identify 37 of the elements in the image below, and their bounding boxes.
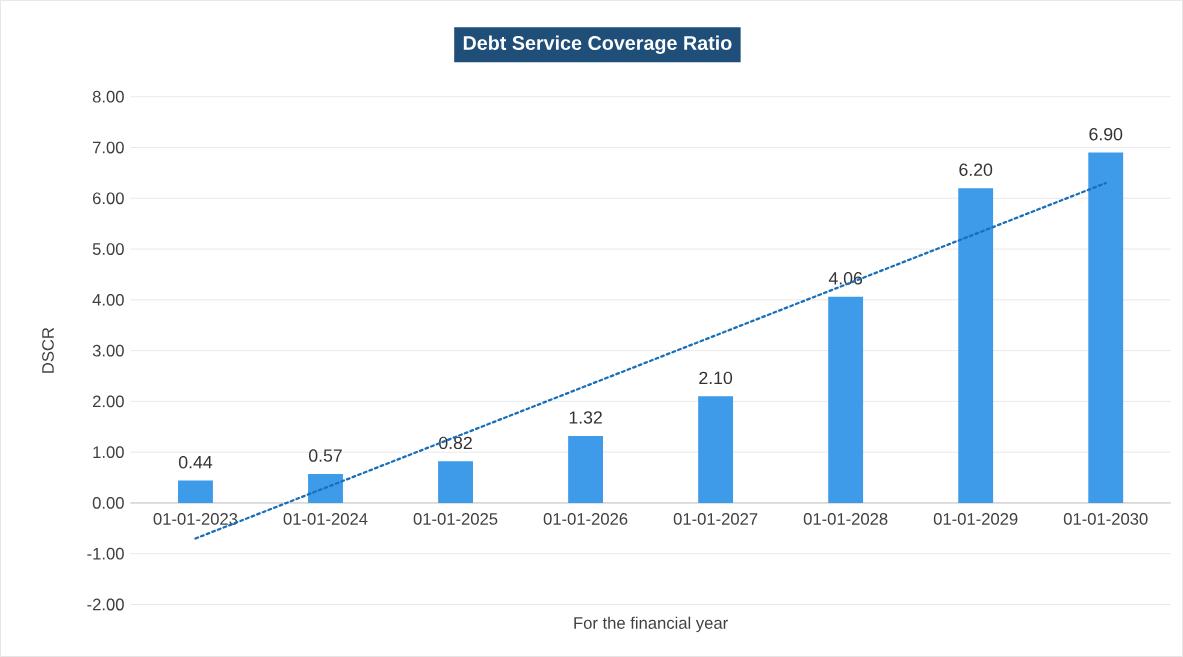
data-label: 0.82 [439, 436, 472, 450]
y-axis-title: DSCR [42, 327, 54, 373]
x-tick-label: 01-01-2030 [1063, 513, 1148, 525]
x-tick-label: 01-01-2024 [283, 513, 368, 525]
data-label: 2.10 [699, 371, 733, 385]
x-tick-label: 01-01-2027 [673, 513, 758, 525]
y-tick-label: -2.00 [87, 598, 124, 611]
y-tick-label: -1.00 [87, 547, 124, 560]
data-label: 0.57 [309, 449, 342, 462]
x-tick-label: 01-01-2026 [543, 513, 628, 525]
data-label: 0.44 [178, 455, 213, 469]
data-label: 6.90 [1089, 127, 1123, 141]
x-axis-title: For the financial year [574, 616, 728, 633]
bar [178, 480, 213, 503]
x-tick-label: 01-01-2023 [153, 513, 238, 525]
y-tick-label: 6.00 [93, 192, 124, 205]
bar [308, 474, 343, 503]
data-label: 6.20 [959, 163, 993, 176]
y-tick-label: 5.00 [92, 243, 124, 255]
bar [698, 396, 734, 503]
y-tick-label: 2.00 [93, 395, 124, 408]
y-tick-label: 8.00 [92, 90, 124, 103]
y-tick-label: 4.00 [92, 293, 124, 306]
y-tick-label: 0.00 [92, 497, 124, 509]
y-tick-label: 7.00 [93, 141, 124, 154]
bar [568, 435, 604, 503]
chart-title: Debt Service Coverage Ratio [463, 35, 732, 54]
y-tick-label: 3.00 [92, 344, 124, 357]
bar [1088, 152, 1124, 503]
x-tick-label: 01-01-2025 [413, 513, 498, 525]
bar [828, 296, 864, 503]
x-tick-label: 01-01-2029 [933, 513, 1018, 525]
data-label: 1.32 [569, 411, 602, 424]
x-tick-label: 01-01-2028 [803, 513, 888, 525]
y-tick-label: 1.00 [93, 446, 124, 459]
bar [438, 461, 473, 503]
bar [958, 188, 994, 503]
